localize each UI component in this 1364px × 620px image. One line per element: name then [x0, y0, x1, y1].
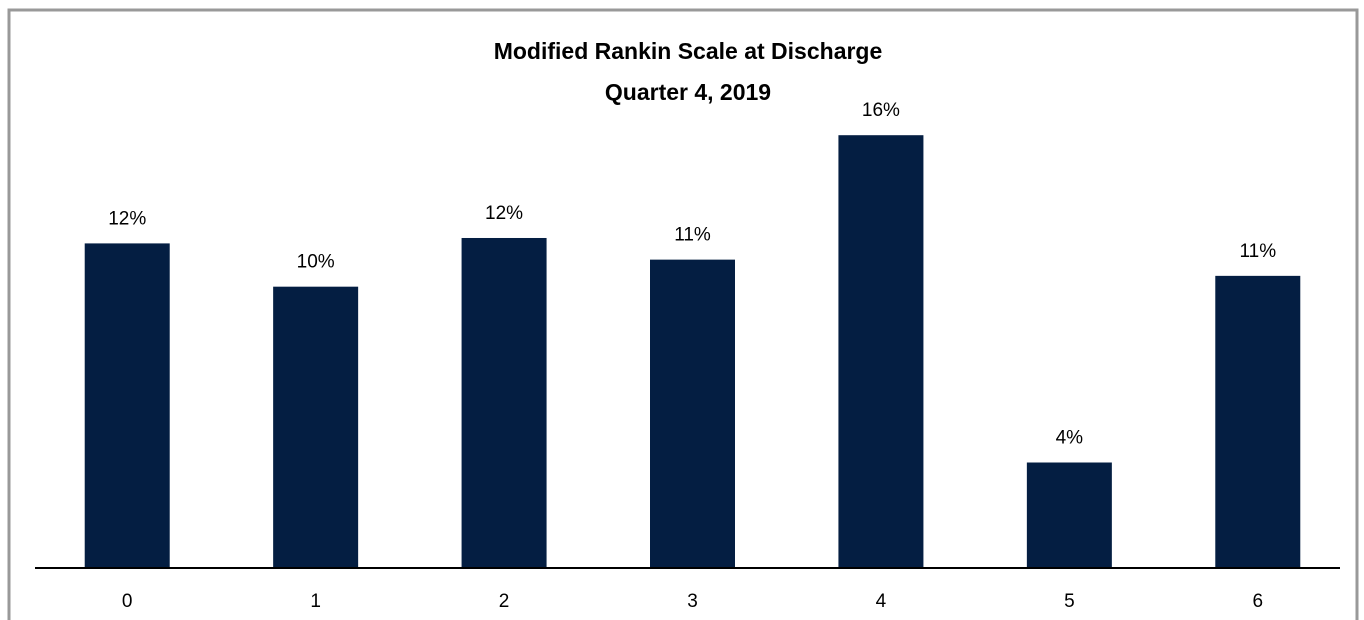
chart-subtitle: Quarter 4, 2019 — [605, 79, 771, 105]
frame — [7, 8, 1359, 620]
data-label: 4% — [1056, 428, 1084, 449]
bar — [1026, 462, 1112, 568]
x-tick-label: 2 — [499, 591, 510, 612]
bar — [650, 259, 735, 568]
bar — [84, 243, 170, 568]
bar — [838, 135, 924, 568]
x-tick-label: 4 — [876, 591, 887, 612]
bar — [461, 237, 547, 569]
data-label: 12% — [485, 203, 523, 224]
x-tick-label: 0 — [122, 591, 133, 612]
data-label: 16% — [862, 100, 900, 121]
chart-title: Modified Rankin Scale at Discharge — [494, 38, 883, 64]
data-label: 11% — [674, 225, 711, 246]
x-tick-label: 6 — [1252, 591, 1263, 612]
data-label: 11% — [1239, 241, 1276, 262]
x-tick-label: 3 — [687, 591, 698, 612]
bar — [1215, 275, 1301, 568]
data-label: 12% — [108, 208, 146, 229]
bar — [273, 286, 359, 568]
data-label: 10% — [297, 252, 335, 273]
x-tick-label: 5 — [1064, 591, 1075, 612]
x-tick-label: 1 — [310, 591, 321, 612]
